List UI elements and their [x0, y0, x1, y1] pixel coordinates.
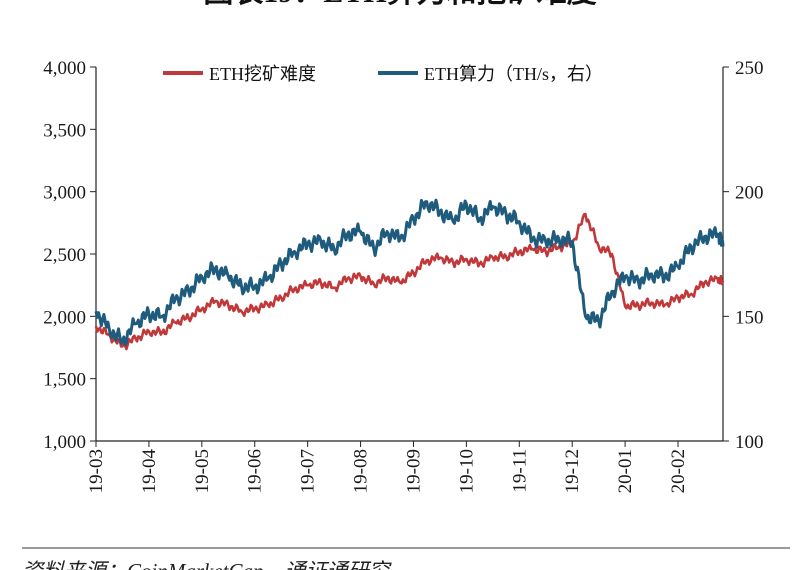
- y-right-tick-label: 250: [735, 58, 764, 79]
- y-right-tick-label: 100: [735, 432, 764, 453]
- x-tick-label: 19-09: [403, 449, 424, 493]
- x-tick-label: 20-01: [615, 449, 636, 493]
- x-tick-label: 19-06: [245, 449, 266, 493]
- y-left-tick-label: 2,000: [43, 307, 86, 328]
- y-left-tick-label: 4,000: [43, 58, 86, 79]
- x-tick-label: 19-11: [509, 449, 530, 493]
- series-line-eth-difficulty: [94, 212, 725, 351]
- x-tick-label: 19-05: [192, 449, 213, 493]
- y-left-tick-label: 3,500: [43, 120, 86, 141]
- chart-source: 资料来源：CoinMarketCap，通证通研究: [22, 559, 392, 570]
- legend-label: ETH挖矿难度: [209, 64, 316, 84]
- chart-title: 图表19：ETH算力和挖矿难度: [203, 0, 596, 9]
- series-line-eth-hashrate: [94, 198, 725, 346]
- x-tick-label: 20-02: [668, 449, 689, 493]
- y-left-tick-label: 1,500: [43, 370, 86, 391]
- x-tick-label: 19-10: [456, 449, 477, 493]
- x-tick-label: 19-03: [86, 449, 107, 493]
- y-left-tick-label: 1,000: [43, 432, 86, 453]
- x-tick-label: 19-12: [562, 449, 583, 493]
- x-tick-label: 19-08: [351, 449, 372, 493]
- y-left-tick-label: 3,000: [43, 183, 86, 204]
- x-tick-label: 19-07: [298, 449, 319, 493]
- y-right-tick-label: 200: [735, 183, 764, 204]
- legend-label: ETH算力（TH/s，右）: [424, 64, 603, 84]
- x-tick-label: 19-04: [139, 449, 160, 494]
- y-right-tick-label: 150: [735, 307, 764, 328]
- y-left-tick-label: 2,500: [43, 245, 86, 266]
